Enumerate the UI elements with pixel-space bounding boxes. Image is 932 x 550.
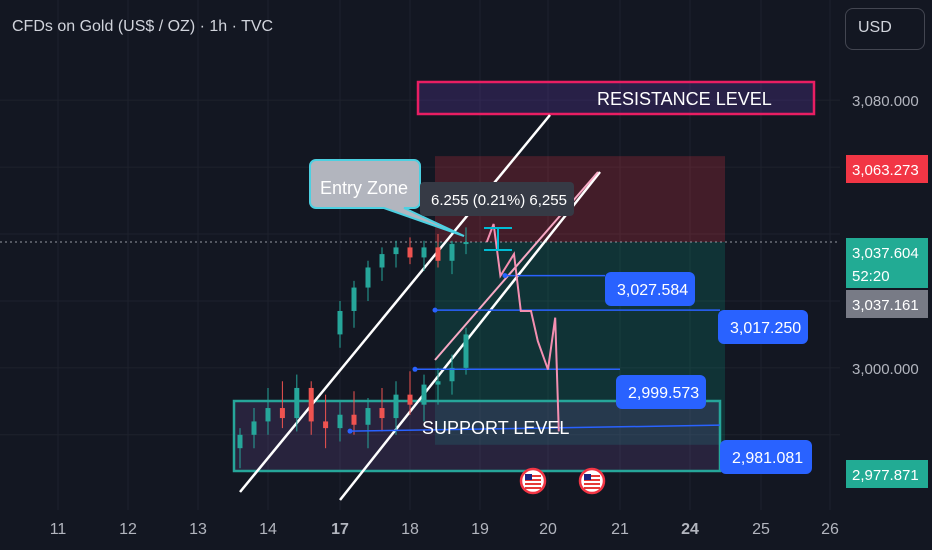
candle-body-22 [407,247,413,258]
target-callout-text-2: 2,999.573 [628,385,699,402]
price-label-3: 2,977.871 [852,467,919,484]
flag-canton [584,474,591,480]
price-label-bg-0 [846,155,928,183]
flag-stripe [584,483,600,485]
measure-tooltip-bg [420,182,574,216]
flag-stripe [525,487,541,489]
candle-body-11 [393,394,399,419]
candle-body-12 [407,394,413,405]
flag-stripe [584,475,600,477]
price-label-bg-1 [846,238,928,288]
channel-upper-line [239,114,551,493]
candle-body-4 [294,387,300,419]
price-label-0: 3,063.273 [852,162,919,179]
target-callout-3[interactable] [720,440,812,474]
candle-body-24 [435,247,441,261]
flag-stripe [584,487,600,489]
x-tick-25: 25 [752,521,770,538]
candle-body-0 [237,434,243,449]
candle-body-8 [351,414,357,425]
x-tick-13: 13 [189,521,207,538]
candle-body-3 [279,408,285,419]
x-tick-14: 14 [259,521,277,538]
target-callout-text-3: 2,981.081 [732,450,803,467]
x-tick-19: 19 [471,521,489,538]
x-tick-24: 24 [681,521,699,538]
candle-body-25 [449,244,455,261]
support-label: SUPPORT LEVEL [422,418,569,438]
currency-button[interactable]: USD [845,8,925,50]
measure-tooltip-text: 6.255 (0.21%) 6,255 [431,192,567,209]
candle-body-1 [251,421,257,435]
target-anchor-3 [347,428,353,434]
flag-stripe [525,479,541,481]
price-label-1: 3,037.604 [852,245,919,262]
y-tick-1: 3,000.000 [852,361,919,378]
flag-stripe [525,483,541,485]
target-callout-0[interactable] [605,272,695,306]
candle-body-21 [393,247,399,255]
flag-canton [525,474,532,480]
candle-body-18 [351,287,357,311]
price-label-2: 3,037.161 [852,297,919,314]
entry-zone-label: Entry Zone [320,178,408,198]
x-tick-20: 20 [539,521,557,538]
candles [237,227,469,469]
target-lines [347,273,721,434]
entry-zone-bubble [309,159,465,237]
price-label-countdown: 52:20 [852,268,890,285]
x-tick-12: 12 [119,521,137,538]
resistance-box [416,80,816,116]
target-callout-1[interactable] [718,310,808,344]
candle-body-14 [435,381,441,385]
chart-title: CFDs on Gold (US$ / OZ) · 1h · TVC [12,18,274,35]
candle-body-15 [449,367,455,382]
candle-body-16 [463,334,469,368]
candle-body-23 [421,247,427,258]
target-callout-text-1: 3,017.250 [730,320,801,337]
support-box [232,399,722,473]
candle-body-7 [337,414,343,429]
candle-body-10 [379,408,385,419]
candle-body-13 [421,384,427,405]
target-anchor-1 [432,307,438,313]
candle-body-26 [463,242,469,245]
candle-body-9 [365,408,371,425]
candle-body-20 [379,254,385,268]
price-label-bg-3 [846,460,928,488]
position-zones [0,80,840,473]
x-tick-18: 18 [401,521,419,538]
target-anchor-2 [412,366,418,372]
channel-lower-line [339,171,601,501]
target-callout-2[interactable] [616,375,706,409]
candle-body-19 [365,267,371,288]
candle-body-17 [337,310,343,335]
x-tick-21: 21 [611,521,629,538]
annotation-overlays[interactable]: Entry Zone 6.255 (0.21%) 6,255 RESISTANCE … [309,89,812,495]
y-tick-0: 3,080.000 [852,93,919,110]
resistance-label: RESISTANCE LEVEL [597,89,772,109]
time-axis-bg [0,510,840,550]
target-anchor-0 [502,273,508,279]
x-tick-17: 17 [331,521,349,538]
flag-stripe [525,475,541,477]
flag-stripe [584,479,600,481]
candle-body-5 [308,387,314,422]
target-line-3 [349,424,721,432]
price-label-bg-2 [846,290,928,318]
x-tick-26: 26 [821,521,839,538]
candle-body-6 [323,421,329,429]
target-callout-text-0: 3,027.584 [617,282,688,299]
x-tick-11: 11 [50,521,67,538]
candle-body-2 [265,408,271,422]
